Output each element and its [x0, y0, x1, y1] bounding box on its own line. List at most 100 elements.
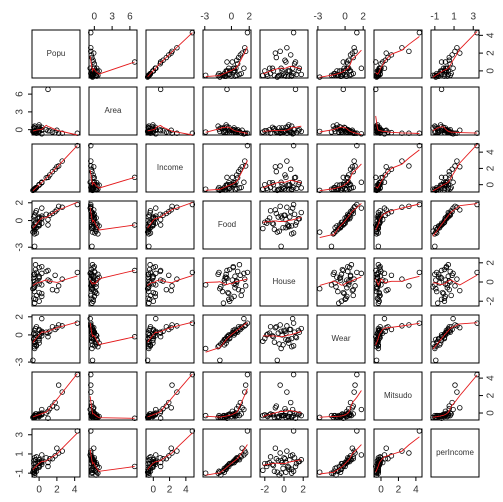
- data-point: [450, 65, 456, 71]
- data-point: [146, 243, 152, 250]
- data-point: [290, 468, 297, 474]
- data-point: [146, 332, 153, 338]
- data-point: [416, 320, 423, 326]
- data-point: [217, 357, 223, 363]
- data-point: [150, 289, 157, 296]
- data-point: [270, 126, 277, 132]
- data-point: [448, 70, 454, 77]
- data-point: [230, 411, 236, 417]
- smooth-line: [205, 444, 248, 476]
- data-point: [284, 45, 290, 51]
- data-point: [347, 411, 354, 417]
- data-point: [236, 262, 243, 268]
- data-point: [454, 276, 460, 282]
- data-point: [94, 65, 100, 71]
- data-point: [381, 270, 388, 277]
- smooth-line: [375, 436, 420, 473]
- data-point: [43, 211, 49, 218]
- smooth-line: [262, 459, 302, 466]
- smooth-line: [32, 124, 78, 136]
- x-tick-label: 4: [72, 485, 78, 496]
- data-point: [283, 216, 289, 223]
- smooth-line: [262, 216, 302, 223]
- data-point: [443, 263, 450, 270]
- data-point: [147, 412, 154, 419]
- data-point: [89, 357, 96, 363]
- data-point: [277, 203, 283, 210]
- variable-label: Mitsudo: [384, 391, 413, 400]
- data-point: [33, 324, 40, 330]
- data-point: [434, 288, 440, 295]
- data-point: [450, 315, 456, 322]
- data-point: [45, 463, 51, 470]
- y-tick-label: 0: [486, 181, 497, 187]
- data-point: [345, 216, 351, 222]
- data-point: [45, 86, 51, 93]
- y-tick-label: 0: [15, 332, 26, 338]
- data-point: [39, 270, 45, 277]
- y-tick-label: -1: [15, 468, 26, 477]
- data-point: [90, 328, 96, 335]
- data-point: [33, 454, 40, 460]
- data-point: [332, 465, 338, 472]
- data-point: [216, 412, 222, 419]
- data-point: [345, 411, 351, 417]
- data-point: [273, 54, 280, 61]
- data-point: [375, 343, 382, 349]
- data-point: [331, 269, 337, 276]
- data-point: [335, 125, 341, 132]
- panel-frame: [430, 314, 480, 364]
- data-point: [153, 270, 159, 277]
- data-point: [90, 216, 96, 223]
- data-point: [452, 283, 458, 289]
- data-point: [146, 300, 152, 306]
- data-point: [189, 201, 196, 208]
- y-tick-label: 2: [15, 200, 26, 206]
- data-point: [131, 174, 138, 181]
- data-point: [285, 68, 291, 74]
- data-point: [286, 466, 292, 473]
- data-point: [374, 223, 381, 229]
- data-point: [55, 283, 62, 289]
- data-point: [331, 126, 337, 132]
- data-point: [89, 286, 96, 292]
- data-point: [373, 357, 380, 363]
- data-point: [36, 273, 42, 279]
- y-tick-label: 2: [486, 165, 497, 171]
- data-point: [153, 131, 159, 137]
- data-point: [388, 166, 395, 172]
- data-point: [92, 289, 98, 296]
- data-point: [238, 411, 244, 417]
- data-point: [290, 126, 297, 132]
- data-point: [447, 279, 453, 285]
- data-point: [217, 74, 223, 80]
- data-point: [317, 229, 323, 235]
- data-point: [33, 269, 40, 276]
- panel-frame: [373, 428, 423, 478]
- data-point: [443, 329, 450, 335]
- data-point: [168, 287, 174, 294]
- y-tick-label: 2: [15, 314, 26, 320]
- panel-frame: [259, 200, 309, 250]
- data-point: [33, 468, 40, 474]
- data-point: [90, 332, 96, 338]
- smooth-line: [319, 163, 362, 192]
- data-point: [31, 274, 37, 280]
- data-point: [336, 129, 342, 135]
- data-point: [242, 283, 249, 289]
- data-point: [283, 128, 289, 134]
- data-point: [277, 450, 283, 456]
- x-tick-label: 0: [151, 485, 157, 496]
- data-point: [146, 72, 152, 79]
- data-point: [328, 412, 335, 419]
- data-point: [345, 126, 351, 133]
- smooth-line: [147, 32, 193, 78]
- data-point: [89, 300, 95, 306]
- data-point: [443, 179, 450, 186]
- data-point: [383, 207, 389, 213]
- smooth-line: [32, 373, 78, 418]
- data-point: [277, 322, 283, 328]
- panel-frame: [316, 428, 366, 478]
- x-tick-label: 2: [167, 485, 173, 496]
- data-point: [344, 459, 350, 466]
